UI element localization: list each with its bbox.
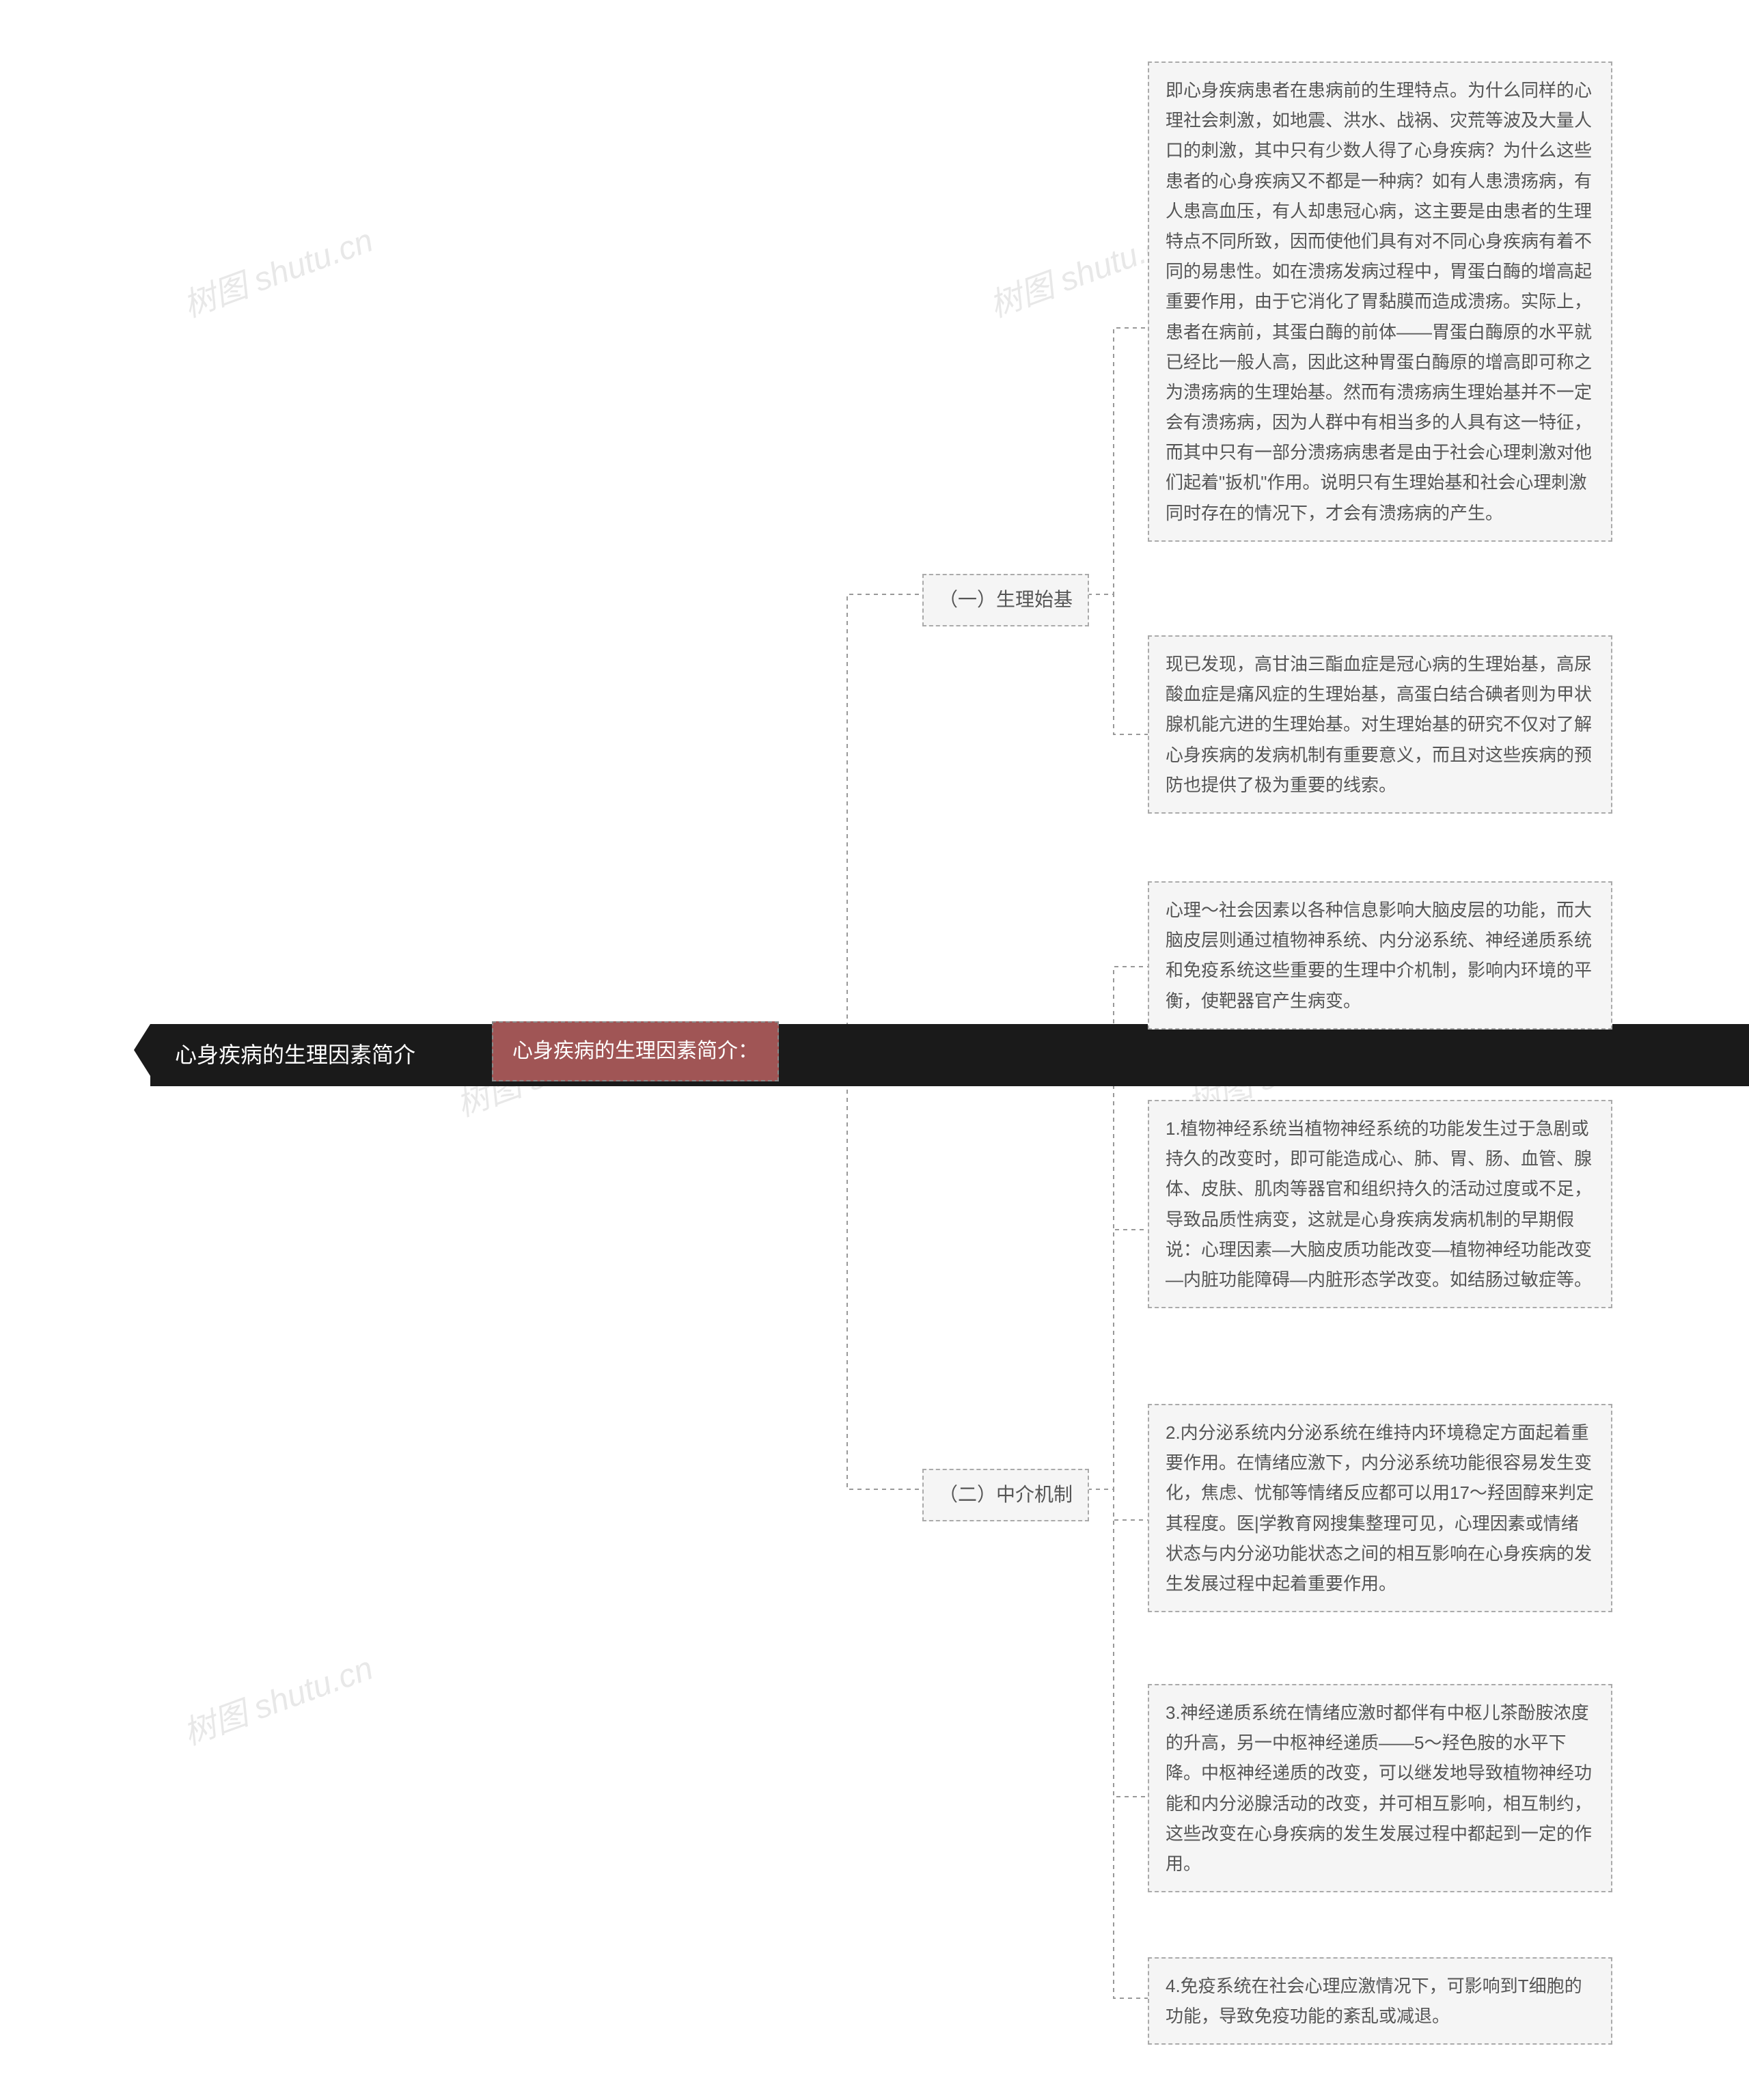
level3-node-2[interactable]: 心理～社会因素以各种信息影响大脑皮层的功能，而大脑皮层则通过植物神系统、内分泌系… bbox=[1148, 881, 1612, 1030]
level3-text: 心理～社会因素以各种信息影响大脑皮层的功能，而大脑皮层则通过植物神系统、内分泌系… bbox=[1166, 900, 1592, 1011]
connector-3 bbox=[1079, 328, 1148, 594]
root-label: 心身疾病的生理因素简介 bbox=[175, 1042, 415, 1067]
connector-8 bbox=[1079, 1489, 1148, 1797]
root-node[interactable]: 心身疾病的生理因素简介 bbox=[150, 1024, 1749, 1086]
watermark: 树图 shutu.cn bbox=[176, 213, 378, 326]
level3-text: 4.免疫系统在社会心理应激情况下，可影响到T细胞的功能，导致免疫功能的紊乱或减退… bbox=[1166, 1976, 1582, 2026]
level3-text: 3.神经递质系统在情绪应激时都伴有中枢儿茶酚胺浓度的升高，另一中枢神经递质——5… bbox=[1166, 1702, 1592, 1874]
connector-1 bbox=[764, 594, 922, 1050]
level3-node-5[interactable]: 3.神经递质系统在情绪应激时都伴有中枢儿茶酚胺浓度的升高，另一中枢神经递质——5… bbox=[1148, 1684, 1612, 1892]
level2-label: （二）中介机制 bbox=[939, 1484, 1073, 1505]
level3-text: 1.植物神经系统当植物神经系统的功能发生过于急剧或持久的改变时，即可能造成心、肺… bbox=[1166, 1118, 1592, 1290]
level3-node-4[interactable]: 2.内分泌系统内分泌系统在维持内环境稳定方面起着重要作用。在情绪应激下，内分泌系… bbox=[1148, 1404, 1612, 1612]
level1-node[interactable]: 心身疾病的生理因素简介： bbox=[492, 1021, 779, 1081]
connector-4 bbox=[1079, 594, 1148, 734]
level3-node-0[interactable]: 即心身疾病患者在患病前的生理特点。为什么同样的心理社会刺激，如地震、洪水、战祸、… bbox=[1148, 61, 1612, 542]
connector-2 bbox=[764, 1050, 922, 1489]
connector-9 bbox=[1079, 1489, 1148, 1998]
connector-7 bbox=[1079, 1489, 1148, 1520]
watermark: 树图 shutu.cn bbox=[176, 1641, 378, 1754]
level3-text: 2.内分泌系统内分泌系统在维持内环境稳定方面起着重要作用。在情绪应激下，内分泌系… bbox=[1166, 1422, 1594, 1594]
level2-node-1[interactable]: （二）中介机制 bbox=[922, 1469, 1089, 1521]
level3-text: 即心身疾病患者在患病前的生理特点。为什么同样的心理社会刺激，如地震、洪水、战祸、… bbox=[1166, 80, 1592, 523]
level3-text: 现已发现，高甘油三酯血症是冠心病的生理始基，高尿酸血症是痛风症的生理始基，高蛋白… bbox=[1166, 654, 1592, 795]
level2-node-0[interactable]: （一）生理始基 bbox=[922, 574, 1089, 626]
connector-6 bbox=[1079, 1230, 1148, 1489]
level3-node-6[interactable]: 4.免疫系统在社会心理应激情况下，可影响到T细胞的功能，导致免疫功能的紊乱或减退… bbox=[1148, 1957, 1612, 2045]
level2-label: （一）生理始基 bbox=[939, 589, 1073, 610]
level3-node-1[interactable]: 现已发现，高甘油三酯血症是冠心病的生理始基，高尿酸血症是痛风症的生理始基，高蛋白… bbox=[1148, 635, 1612, 814]
level3-node-3[interactable]: 1.植物神经系统当植物神经系统的功能发生过于急剧或持久的改变时，即可能造成心、肺… bbox=[1148, 1100, 1612, 1308]
level1-label: 心身疾病的生理因素简介： bbox=[512, 1040, 758, 1062]
